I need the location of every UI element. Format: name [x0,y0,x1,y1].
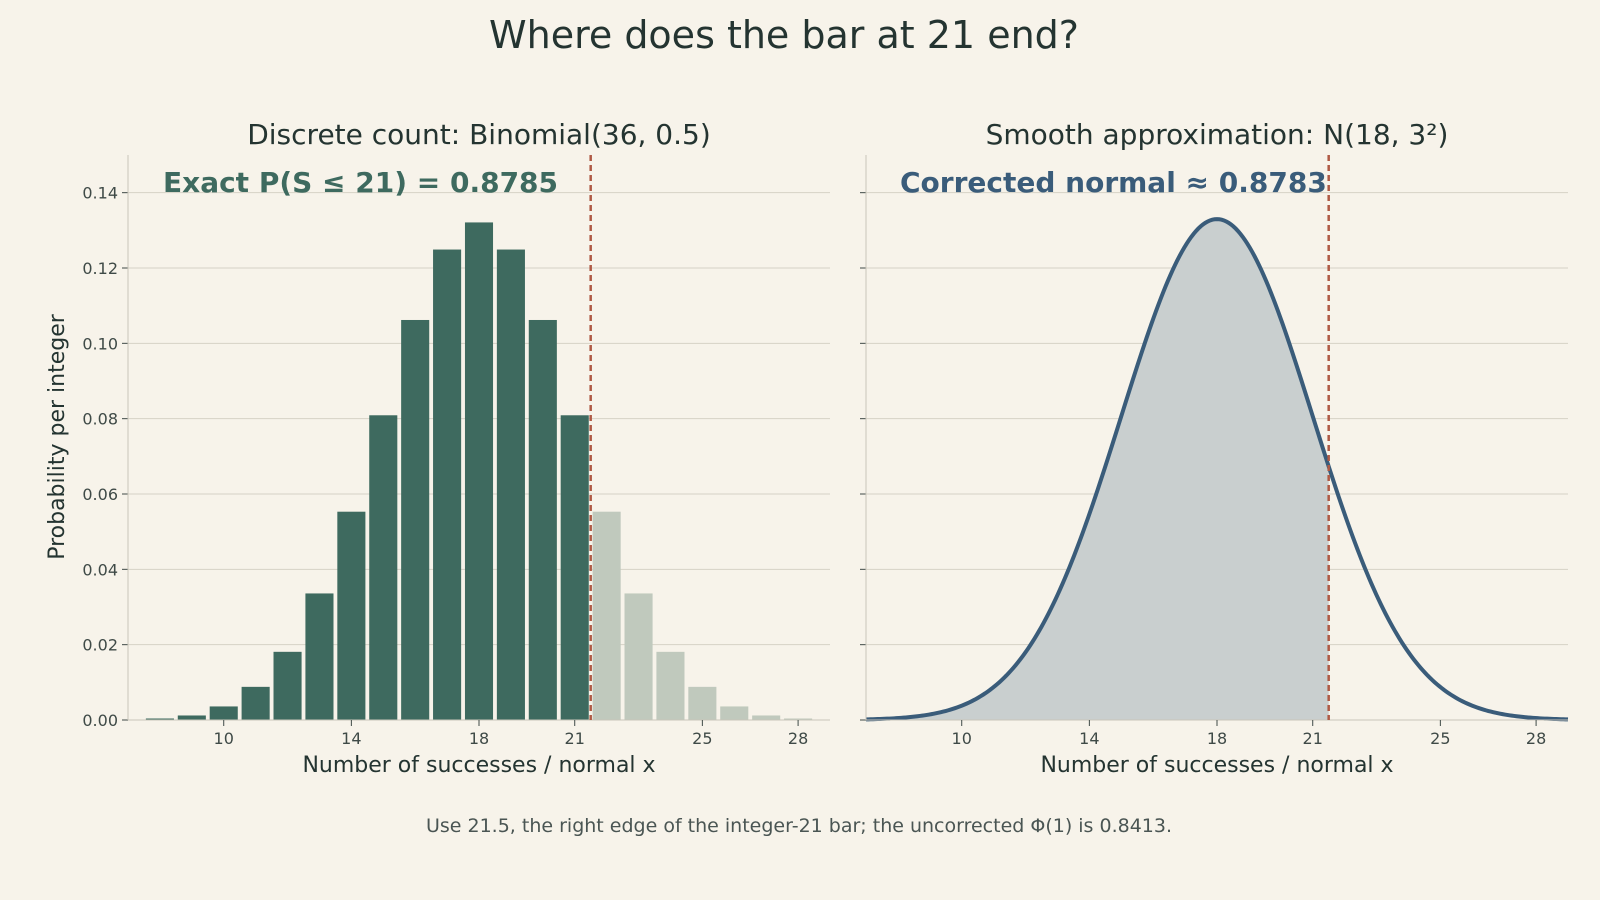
binomial-bar [177,715,206,720]
binomial-bar [528,319,557,720]
binomial-bar [784,718,813,720]
binomial-bar [688,686,717,720]
binomial-x-tick-label: 21 [565,729,585,748]
binomial-x-tick-label: 25 [692,729,712,748]
binomial-axes: 0.00 0.02 0.04 0.06 0.08 0.10 0.12 0.14 10 14 18 21… [82,155,830,748]
binomial-bar [496,249,525,720]
binomial-bar [145,718,174,720]
normal-x-tick-label: 25 [1430,729,1450,748]
binomial-bar [273,651,302,720]
binomial-y-tick-label: 0.00 [82,711,118,730]
normal-x-tick-label: 10 [952,729,972,748]
y-axis-label: Probability per integer [45,313,70,560]
binomial-bar [624,593,653,720]
binomial-bar [592,511,621,720]
normal-panel: Smooth approximation: N(18, 3²) 10 14 18 21… [860,118,1569,778]
normal-annotation: Corrected normal ≈ 0.8783 [900,166,1327,199]
binomial-bar [337,511,366,720]
binomial-x-tick-label: 18 [469,729,489,748]
binomial-x-tick-label: 28 [788,729,808,748]
binomial-bar [241,686,270,720]
binomial-x-tick-label: 10 [214,729,234,748]
normal-x-tick-label: 21 [1303,729,1323,748]
binomial-bar [401,319,430,720]
normal-x-tick-label: 14 [1079,729,1099,748]
binomial-bar [464,222,494,720]
binomial-x-axis-label: Number of successes / normal x [302,753,655,778]
binomial-panel: Discrete count: Binomial(36, 0.5) 0.000.… [45,118,830,778]
binomial-y-tick-label: 0.10 [82,334,118,353]
binomial-y-tick-label: 0.04 [82,560,118,579]
footer-note: Use 21.5, the right edge of the integer-… [426,815,1172,837]
binomial-bars [145,222,813,720]
binomial-panel-title: Discrete count: Binomial(36, 0.5) [247,118,711,151]
binomial-bar [433,249,462,720]
normal-x-tick-label: 18 [1207,729,1227,748]
normal-x-tick-label: 28 [1526,729,1546,748]
binomial-y-tick-label: 0.14 [82,184,118,203]
binomial-y-tick-label: 0.12 [82,259,118,278]
binomial-bar [656,651,685,720]
figure-title: Where does the bar at 21 end? [489,13,1079,57]
normal-panel-title: Smooth approximation: N(18, 3²) [986,118,1449,151]
binomial-bar [209,706,238,720]
binomial-x-tick-label: 14 [341,729,361,748]
normal-axes: 10 14 18 21 25 28 [860,155,1568,748]
binomial-y-tick-label: 0.02 [82,636,118,655]
normal-shaded-area [866,219,1329,721]
binomial-bar [720,706,749,720]
normal-x-axis-label: Number of successes / normal x [1040,753,1393,778]
binomial-y-tick-label: 0.06 [82,485,118,504]
binomial-y-tick-label: 0.08 [82,410,118,429]
binomial-bar [369,415,398,720]
binomial-bar [752,715,781,720]
binomial-bar [560,415,589,720]
normal-curve [865,217,1569,722]
binomial-annotation: Exact P(S ≤ 21) = 0.8785 [163,166,558,199]
binomial-bar [305,593,334,720]
